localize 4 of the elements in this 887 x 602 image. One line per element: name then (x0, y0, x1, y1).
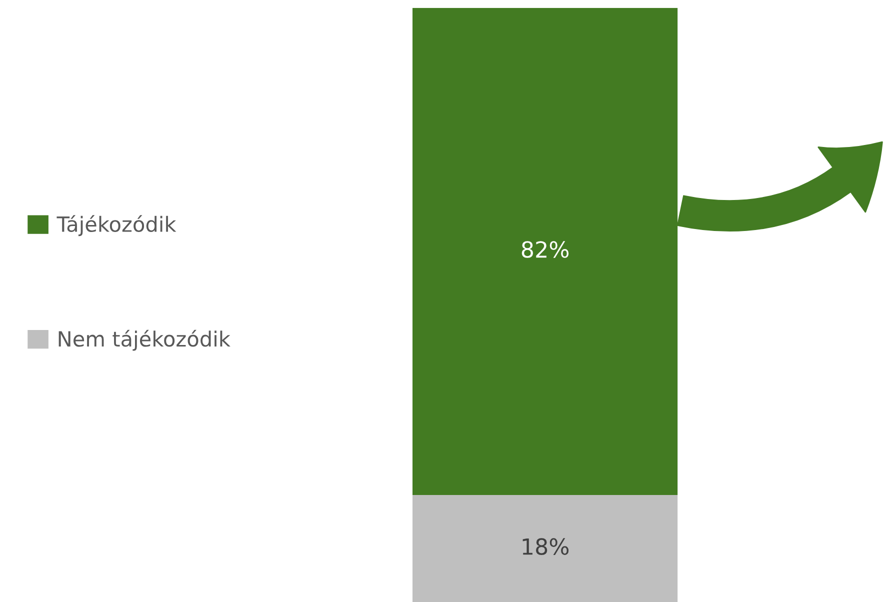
data-label: 18% (522, 538, 569, 555)
legend-label: Tájékozódik (56, 215, 176, 236)
legend-label: Nem tájékozódik (58, 330, 230, 351)
data-label: 82% (522, 241, 569, 258)
